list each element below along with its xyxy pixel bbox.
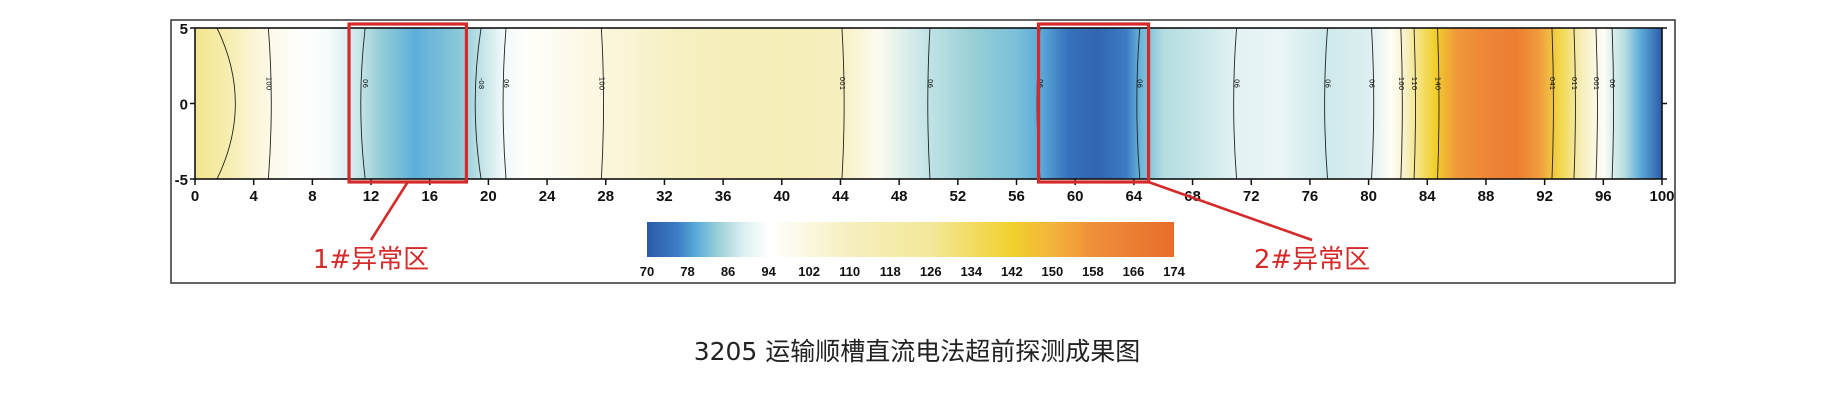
anomaly-label: 1#异常区: [313, 245, 429, 275]
contour-label: 001: [1592, 77, 1600, 90]
colorbar-tick-label: 174: [1163, 264, 1185, 279]
colorbar-tick-label: 166: [1123, 264, 1145, 279]
colorbar-tick-label: 158: [1082, 264, 1104, 279]
contour-line: 011: [1570, 28, 1578, 179]
contour-layer: 100 06 -08 06 100 001 06 06 06 06 06 06 100 110 140 041…: [216, 28, 1616, 179]
contour-line: 001: [1592, 28, 1600, 179]
contour-line: 06: [1368, 28, 1376, 179]
colorbar-tick-label: 102: [798, 264, 820, 279]
contour-line: 06: [1233, 28, 1241, 179]
contour-line: 100: [264, 28, 272, 179]
x-tick-label: 12: [363, 188, 380, 205]
x-tick-label: 8: [308, 188, 316, 205]
anomaly-zone: 1#异常区: [313, 22, 468, 275]
contour-label: 06: [1608, 79, 1616, 88]
y-tick-label: 5: [180, 21, 188, 38]
contour-label: 110: [1410, 77, 1418, 90]
x-tick-label: 28: [597, 188, 614, 205]
contour-label: 100: [1397, 77, 1405, 90]
x-tick-label: 36: [715, 188, 732, 205]
x-tick-label: 20: [480, 188, 497, 205]
x-tick-label: 76: [1302, 188, 1319, 205]
x-tick-label: 84: [1419, 188, 1436, 205]
colorbar-tick-label: 126: [920, 264, 942, 279]
contour-label: 140: [1434, 77, 1442, 90]
contour-label: 06: [1324, 79, 1332, 88]
x-tick-label: 40: [773, 188, 790, 205]
plot-area: 100 06 -08 06 100 001 06 06 06 06 06 06 100 110 140 041…: [175, 21, 1675, 205]
anomaly-label: 2#异常区: [1254, 245, 1370, 275]
colorbar-tick-label: 86: [721, 264, 735, 279]
contour-label: 001: [838, 77, 846, 90]
colorbar-tick-label: 150: [1042, 264, 1064, 279]
x-tick-label: 44: [832, 188, 849, 205]
contour-line: 06: [1324, 28, 1332, 179]
contour-line: 110: [1410, 28, 1418, 179]
colorbar-tick-label: 78: [680, 264, 694, 279]
contour-label: 011: [1570, 77, 1578, 90]
x-tick-label: 60: [1067, 188, 1084, 205]
contour-line: 06: [926, 28, 934, 179]
colorbar: 70 78 86 94 102 110 118 126 134 142 150 158 166 174: [640, 222, 1186, 279]
colorbar-tick-label: 70: [640, 264, 654, 279]
colorbar-tick-label: 94: [761, 264, 776, 279]
x-tick-label: 100: [1649, 188, 1674, 205]
x-tick-label: 72: [1243, 188, 1260, 205]
x-axis: 0481216202428323640444852566064687276808…: [191, 179, 1675, 205]
contour-label: 06: [1233, 79, 1241, 88]
colorbar-tick-label: 110: [839, 264, 860, 279]
x-tick-label: 16: [421, 188, 438, 205]
contour-line: [216, 28, 236, 179]
contour-line: 001: [838, 28, 846, 179]
colorbar-tick-label: 118: [880, 264, 901, 279]
colorbar-ticks: 70 78 86 94 102 110 118 126 134 142 150 158 166 174: [640, 264, 1186, 279]
x-tick-label: 48: [891, 188, 908, 205]
contour-line: 06: [1608, 28, 1616, 179]
colorbar-bar: [647, 222, 1174, 257]
x-tick-label: 88: [1478, 188, 1495, 205]
contour-label: 06: [926, 79, 934, 88]
contour-line: 041: [1548, 28, 1556, 179]
y-axis: 5 0 -5: [175, 21, 195, 189]
y-tick-label: 0: [180, 97, 188, 114]
anomaly-pointer: [369, 181, 409, 241]
x-tick-label: 52: [949, 188, 966, 205]
contour-label: 100: [597, 77, 605, 90]
y-tick-label: -5: [175, 172, 188, 189]
contour-label: 06: [1368, 79, 1376, 88]
contour-line: -08: [474, 28, 485, 179]
contour-label: 06: [502, 79, 510, 88]
contour-line: 06: [1136, 28, 1144, 179]
anomaly-pointer: [1148, 180, 1313, 242]
contour-line: 100: [1397, 28, 1405, 179]
contour-line: 140: [1434, 28, 1442, 179]
contour-label: 06: [1136, 79, 1144, 88]
x-tick-label: 32: [656, 188, 673, 205]
y-axis-right-ticks: [1662, 27, 1667, 180]
x-tick-label: 4: [250, 188, 259, 205]
x-tick-label: 92: [1536, 188, 1553, 205]
contour-line: 06: [502, 28, 510, 179]
x-tick-label: 96: [1595, 188, 1612, 205]
colorbar-tick-label: 134: [960, 264, 982, 279]
x-tick-label: 24: [539, 188, 556, 205]
x-tick-label: 0: [191, 188, 199, 205]
contour-line: 100: [597, 28, 605, 179]
anomaly-layer: 1#异常区 2#异常区: [313, 22, 1370, 275]
contour-label: 100: [264, 77, 272, 90]
x-tick-label: 56: [1008, 188, 1025, 205]
colorbar-tick-label: 142: [1001, 264, 1023, 279]
x-tick-label: 64: [1126, 188, 1143, 205]
contour-label: -08: [477, 78, 485, 89]
anomaly-zone: 2#异常区: [1036, 22, 1370, 275]
contour-label: 041: [1548, 77, 1556, 90]
anomaly-box: [1036, 22, 1151, 184]
figure-caption: 3205 运输顺槽直流电法超前探测成果图: [694, 337, 1141, 366]
contour-line: 06: [360, 28, 369, 179]
x-tick-label: 80: [1360, 188, 1377, 205]
contour-label: 06: [361, 79, 369, 88]
